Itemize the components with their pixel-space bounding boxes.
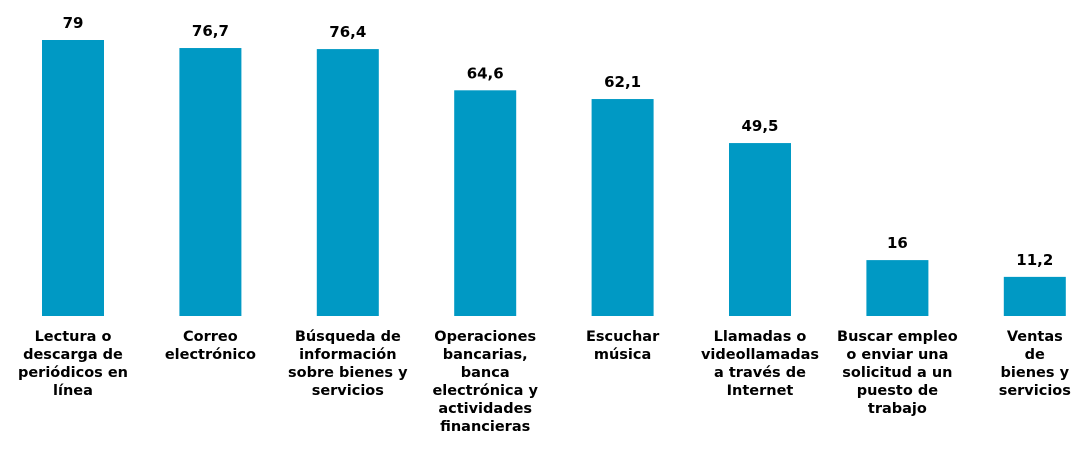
x-tick-label: Ventas de bienes y servicios — [998, 329, 1071, 399]
x-tick-label: Escuchar música — [585, 329, 660, 363]
x-tick-label: Lectura o descarga de periódicos en líne… — [17, 329, 129, 399]
bar — [454, 90, 517, 316]
value-label: 11,2 — [1016, 251, 1053, 269]
value-label: 64,6 — [467, 64, 504, 82]
x-tick-label: Correo electrónico — [164, 329, 256, 363]
bar — [1003, 276, 1066, 316]
value-label: 79 — [63, 14, 84, 32]
bar — [42, 40, 104, 316]
value-label: 49,5 — [741, 117, 778, 135]
x-tick-label: Operaciones bancarias, banca electrónica… — [432, 329, 538, 435]
bar — [179, 48, 242, 317]
bar — [591, 99, 654, 317]
x-tick-label: Llamadas o videollamadas a través de Int… — [700, 329, 819, 399]
value-label: 16 — [887, 234, 908, 252]
bar — [729, 143, 791, 316]
bar — [316, 49, 379, 316]
value-label: 62,1 — [604, 73, 641, 91]
bar — [866, 260, 929, 316]
x-tick-label: Buscar empleo o enviar una solicitud a u… — [837, 329, 958, 417]
value-label: 76,7 — [192, 22, 229, 40]
value-label: 76,4 — [329, 23, 366, 41]
x-tick-label: Búsqueda de información sobre bienes y s… — [288, 329, 408, 399]
